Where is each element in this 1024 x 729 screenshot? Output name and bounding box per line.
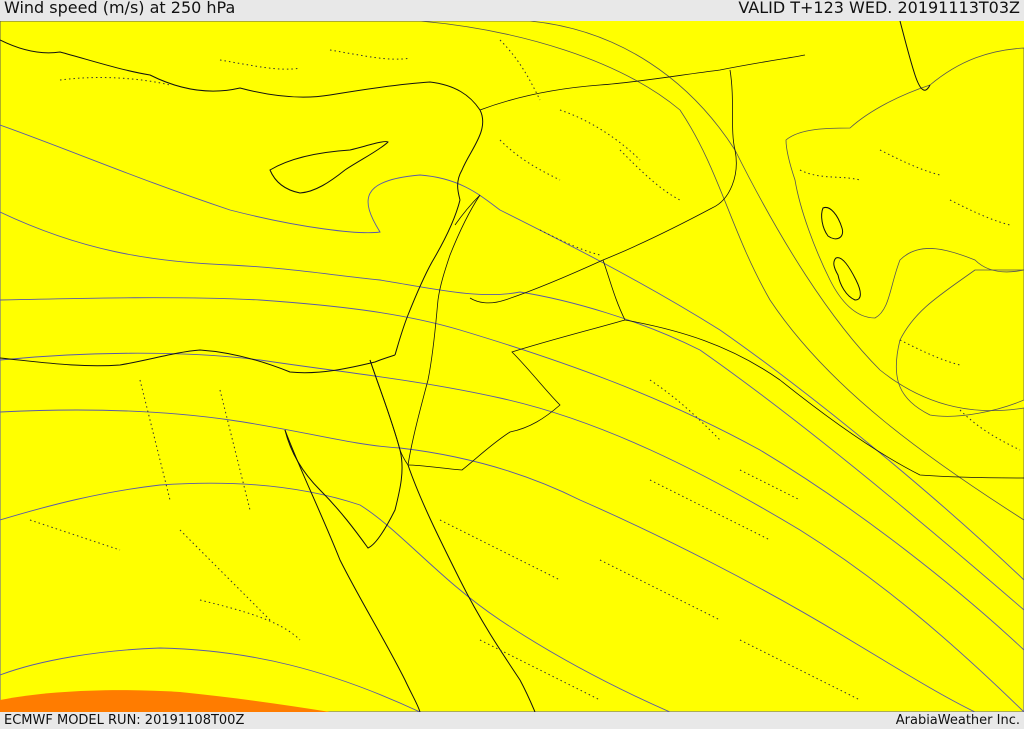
lake-van bbox=[833, 257, 861, 301]
band-3 bbox=[0, 21, 1024, 712]
footer-bar: ECMWF MODEL RUN: 20191108T00Z ArabiaWeat… bbox=[0, 712, 1024, 729]
border-egypt-israel bbox=[369, 359, 409, 466]
coastline-red-sea-west bbox=[284, 429, 421, 712]
coastline-turkey bbox=[0, 39, 484, 201]
coastline-egypt-north bbox=[0, 349, 396, 374]
coastline-levant bbox=[394, 199, 461, 356]
credit: ArabiaWeather Inc. bbox=[895, 713, 1020, 728]
band-1 bbox=[0, 21, 1024, 712]
band-2-east bbox=[896, 269, 1024, 417]
wind-speed-map bbox=[0, 21, 1024, 712]
header-bar: Wind speed (m/s) at 250 hPa VALID T+123 … bbox=[0, 0, 1024, 21]
band-8 bbox=[0, 409, 976, 712]
border-jordan-iraq bbox=[469, 207, 713, 304]
map-title: Wind speed (m/s) at 250 hPa bbox=[4, 0, 236, 17]
band-5-south bbox=[0, 690, 330, 712]
border-saudi-iraq bbox=[602, 259, 1024, 479]
border-lebanon-syria bbox=[454, 194, 481, 226]
band-4 bbox=[0, 124, 1024, 712]
band-5 bbox=[0, 211, 1024, 712]
band-6-south bbox=[0, 647, 421, 712]
coastline-red-sea-east bbox=[407, 464, 536, 712]
lake-urmia bbox=[821, 206, 844, 240]
admin-boundaries-turkey bbox=[59, 39, 641, 161]
border-israel-jordan bbox=[407, 194, 481, 466]
coastline-caspian bbox=[899, 21, 931, 91]
valid-time: VALID T+123 WED. 20191113T03Z bbox=[738, 0, 1020, 17]
band-6 bbox=[0, 297, 1024, 712]
border-iraq-iran bbox=[711, 69, 737, 209]
band-2 bbox=[0, 21, 1024, 712]
admin-boundaries-syria-iraq bbox=[499, 139, 801, 501]
coastline-cyprus bbox=[269, 141, 389, 194]
border-jordan-saudi bbox=[407, 319, 626, 471]
map-canvas bbox=[0, 21, 1024, 712]
border-syria-north bbox=[479, 54, 806, 111]
model-run: ECMWF MODEL RUN: 20191108T00Z bbox=[4, 713, 245, 728]
band-7 bbox=[0, 352, 1024, 712]
admin-boundaries-egypt bbox=[29, 379, 301, 641]
light-region bbox=[785, 47, 1024, 319]
